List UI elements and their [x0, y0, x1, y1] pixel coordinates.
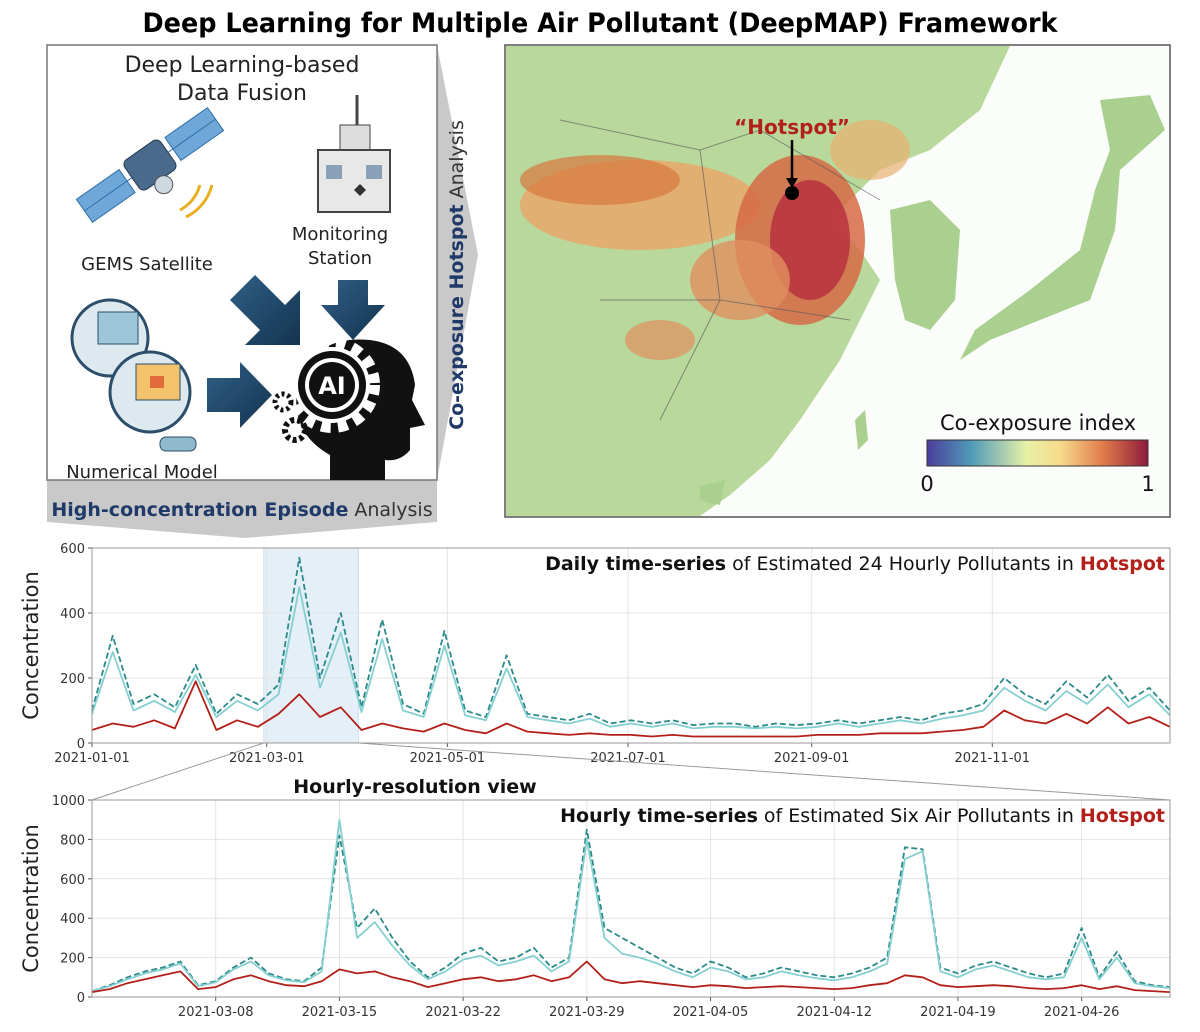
x-tick-label: 2021-09-01 — [774, 751, 850, 766]
colorbar-tick-label: 0 — [920, 472, 933, 496]
arrow — [321, 280, 385, 340]
hotspot-analysis: Co-exposure Hotspot Analysis — [446, 120, 468, 430]
episode-analysis-rest: Analysis — [354, 499, 432, 521]
charts: 0 200 400 600 2021-01-01 2021-03-01 2021-05-01… — [19, 542, 1171, 1020]
y-tick-label: 0 — [77, 991, 85, 1006]
main-title: Deep Learning for Multiple Air Pollutant… — [143, 8, 1059, 39]
model-icon — [70, 298, 197, 452]
series-line — [91, 960, 1171, 993]
hotspot-analysis-bold: Co-exposure Hotspot — [446, 204, 468, 429]
episode-analysis-bold: High-concentration Episode — [51, 499, 348, 521]
station-label: Monitoring — [292, 224, 388, 245]
x-tick-label: 2021-04-05 — [673, 1005, 749, 1020]
arrow — [207, 362, 272, 428]
y-axis-label: Concentration — [19, 824, 43, 973]
plot-frame — [91, 547, 1171, 744]
y-tick-label: 200 — [60, 672, 85, 687]
x-tick-label: 2021-04-26 — [1044, 1005, 1120, 1020]
plot-area — [91, 547, 1171, 744]
x-tick-label: 2021-03-08 — [178, 1005, 254, 1020]
series-line — [91, 586, 1171, 730]
series-line — [91, 828, 1171, 992]
y-tick-label: 600 — [60, 542, 85, 557]
series-line — [91, 818, 1171, 992]
ai-label: AI — [318, 372, 346, 400]
x-tick-label: 2021-04-19 — [920, 1005, 996, 1020]
x-tick-label: 2021-03-01 — [229, 751, 305, 766]
annotation-part: of Estimated 24 Hourly Pollutants in — [732, 553, 1074, 575]
colorbar-tick-label: 1 — [1141, 472, 1154, 496]
chart-annotation: Daily time-series of Estimated 24 Hourly … — [545, 553, 1165, 575]
station-icon — [317, 95, 391, 213]
x-tick-label: 2021-11-01 — [955, 751, 1031, 766]
station-label: Station — [308, 248, 372, 269]
annotation-part: Hotspot — [1080, 805, 1165, 827]
satellite-label: GEMS Satellite — [81, 254, 213, 275]
y-tick-label: 800 — [60, 833, 85, 848]
satellite-icon — [75, 106, 225, 224]
y-tick-label: 0 — [77, 737, 85, 752]
hotspot-analysis-rest: Analysis — [446, 120, 468, 198]
signal-icon — [179, 184, 214, 219]
x-tick-label: 2021-07-01 — [590, 751, 666, 766]
x-tick-label: 2021-05-01 — [410, 751, 486, 766]
hotspot-marker: “Hotspot” — [734, 115, 850, 139]
x-tick-label: 2021-01-01 — [54, 751, 130, 766]
arrow — [230, 275, 300, 345]
fusion-heading: Data Fusion — [177, 81, 307, 106]
annotation-part: Daily time-series — [545, 553, 726, 575]
x-tick-label: 2021-04-12 — [796, 1005, 872, 1020]
y-tick-label: 400 — [60, 912, 85, 927]
x-tick-label: 2021-03-22 — [425, 1005, 501, 1020]
y-axis-label: Concentration — [19, 571, 43, 720]
annotation-part: Hourly time-series — [560, 805, 758, 827]
chart-annotation: Hourly time-series of Estimated Six Air P… — [560, 805, 1165, 827]
plot-frame — [91, 799, 1171, 998]
y-tick-label: 200 — [60, 952, 85, 967]
map — [504, 44, 1171, 518]
ai-icon — [272, 337, 425, 480]
fusion-heading: Deep Learning-based — [125, 53, 360, 78]
model-label: Numerical Model — [66, 462, 218, 483]
x-tick-label: 2021-03-15 — [302, 1005, 378, 1020]
x-tick-label: 2021-03-29 — [549, 1005, 625, 1020]
annotation-part: of Estimated Six Air Pollutants in — [764, 805, 1074, 827]
zoom-connector — [91, 742, 264, 801]
y-tick-label: 600 — [60, 873, 85, 888]
episode-analysis: High-concentration Episode Analysis — [51, 499, 432, 521]
chevron-down — [47, 480, 437, 538]
colorbar-title: Co-exposure index — [940, 411, 1136, 435]
zoom-connector — [358, 742, 1171, 801]
annotation-part: Hotspot — [1080, 553, 1165, 575]
series-line — [91, 556, 1171, 728]
series-line — [91, 680, 1171, 738]
chart-label: Hourly-resolution view — [293, 776, 536, 798]
y-tick-label: 400 — [60, 607, 85, 622]
y-tick-label: 1000 — [52, 794, 85, 809]
